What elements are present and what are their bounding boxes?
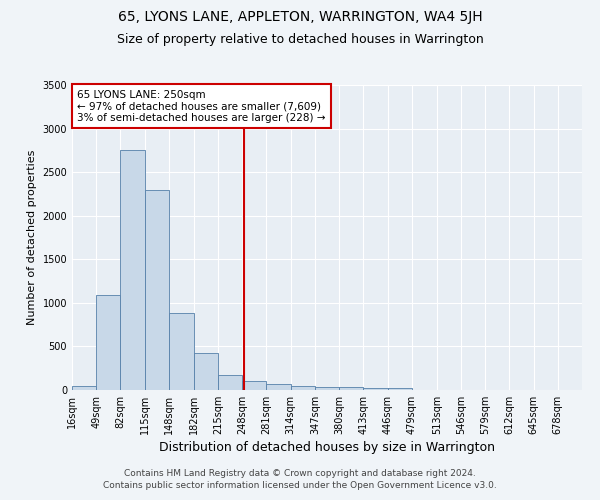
Text: Contains HM Land Registry data © Crown copyright and database right 2024.: Contains HM Land Registry data © Crown c…	[124, 468, 476, 477]
Bar	[388, 388, 412, 390]
Bar	[72, 386, 96, 390]
Bar	[242, 382, 266, 390]
Bar	[194, 354, 218, 390]
Y-axis label: Number of detached properties: Number of detached properties	[27, 150, 37, 325]
X-axis label: Distribution of detached houses by size in Warrington: Distribution of detached houses by size …	[159, 441, 495, 454]
Bar	[364, 388, 388, 390]
Text: Contains public sector information licensed under the Open Government Licence v3: Contains public sector information licen…	[103, 481, 497, 490]
Bar	[218, 375, 242, 390]
Bar	[339, 387, 364, 390]
Bar	[145, 190, 169, 390]
Bar	[266, 384, 290, 390]
Bar	[169, 314, 194, 390]
Text: 65, LYONS LANE, APPLETON, WARRINGTON, WA4 5JH: 65, LYONS LANE, APPLETON, WARRINGTON, WA…	[118, 10, 482, 24]
Bar	[96, 295, 121, 390]
Text: 65 LYONS LANE: 250sqm
← 97% of detached houses are smaller (7,609)
3% of semi-de: 65 LYONS LANE: 250sqm ← 97% of detached …	[77, 90, 326, 123]
Bar	[121, 150, 145, 390]
Bar	[315, 388, 339, 390]
Text: Size of property relative to detached houses in Warrington: Size of property relative to detached ho…	[116, 32, 484, 46]
Bar	[290, 386, 315, 390]
